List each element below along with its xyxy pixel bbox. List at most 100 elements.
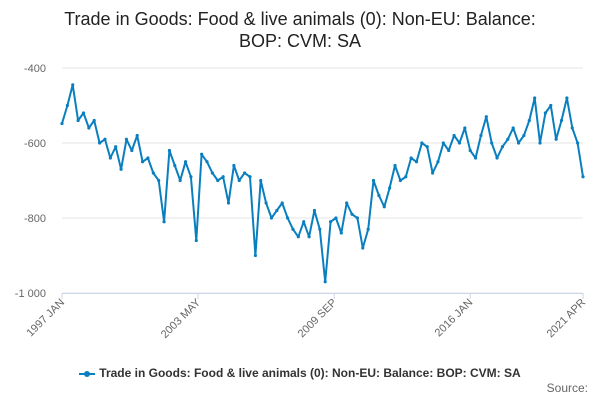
data-point	[275, 208, 279, 213]
data-point	[334, 216, 338, 220]
data-point	[264, 201, 268, 205]
data-point	[366, 227, 370, 231]
data-point	[355, 216, 360, 220]
series-line	[61, 83, 584, 283]
data-point	[253, 253, 257, 258]
data-point	[130, 148, 134, 153]
legend-swatch	[79, 370, 96, 377]
data-point	[490, 141, 494, 145]
data-point	[463, 126, 467, 130]
data-point	[479, 133, 483, 138]
data-point	[307, 235, 311, 239]
data-point	[200, 152, 204, 156]
data-point	[377, 193, 381, 198]
chart-title: Trade in Goods: Food & live animals (0):…	[40, 8, 560, 52]
data-point	[216, 178, 220, 183]
data-point	[151, 171, 155, 175]
data-point	[124, 137, 129, 141]
data-point	[87, 126, 91, 130]
data-point	[65, 103, 69, 108]
data-point	[457, 141, 462, 145]
data-point	[194, 238, 198, 243]
data-point	[409, 156, 413, 160]
data-point	[114, 145, 118, 149]
data-point	[269, 216, 274, 220]
data-point	[527, 118, 531, 123]
data-point	[183, 160, 188, 164]
data-point	[511, 126, 515, 130]
data-point	[328, 220, 333, 224]
y-tick-label: -600	[24, 138, 46, 150]
data-point	[516, 141, 521, 145]
data-point	[522, 133, 526, 138]
data-point	[226, 201, 231, 205]
data-point	[318, 227, 322, 231]
data-point	[81, 111, 86, 115]
data-point	[312, 208, 317, 213]
data-point	[173, 163, 177, 168]
data-point	[60, 121, 64, 126]
data-point	[431, 171, 435, 175]
data-point	[189, 175, 193, 179]
data-point	[162, 220, 166, 224]
data-point	[259, 178, 263, 183]
y-tick-label: -400	[24, 63, 46, 75]
data-point	[576, 141, 580, 145]
data-point	[135, 133, 139, 138]
data-point	[581, 175, 585, 179]
source-label: Source:	[546, 381, 588, 395]
y-tick-label: -1 000	[15, 288, 46, 300]
data-point	[554, 137, 558, 141]
data-point	[205, 160, 209, 164]
data-point	[76, 118, 80, 123]
data-point	[388, 186, 392, 190]
data-point	[285, 216, 290, 220]
data-point	[210, 171, 214, 175]
data-point	[441, 141, 445, 145]
data-point	[108, 156, 112, 160]
data-point	[495, 156, 499, 160]
data-point	[103, 137, 107, 141]
data-point	[393, 163, 397, 168]
legend[interactable]: Trade in Goods: Food & live animals (0):…	[0, 366, 600, 380]
data-point	[559, 118, 564, 123]
data-point	[500, 145, 505, 149]
data-point	[302, 220, 306, 224]
data-point	[484, 115, 488, 119]
chart-title-line-2: BOP: CVM: SA	[238, 31, 362, 51]
data-point	[350, 212, 354, 216]
data-point	[398, 178, 402, 183]
data-point	[243, 171, 247, 175]
data-point	[71, 83, 75, 87]
x-tick-label: 2021 APR	[545, 297, 589, 341]
data-point	[538, 141, 542, 145]
data-point	[323, 280, 327, 284]
data-point	[404, 175, 408, 179]
data-point	[92, 118, 96, 123]
data-point	[280, 201, 284, 205]
data-point	[248, 175, 252, 179]
chart-title-line-1: Trade in Goods: Food & live animals (0):…	[64, 9, 536, 29]
data-point	[167, 148, 172, 153]
data-point	[543, 111, 548, 115]
legend-label: Trade in Goods: Food & live animals (0):…	[99, 366, 521, 380]
data-point	[140, 160, 145, 164]
data-point	[119, 167, 123, 171]
data-point	[237, 178, 241, 183]
data-point	[447, 148, 451, 153]
data-point	[533, 96, 537, 100]
data-point	[339, 231, 343, 235]
data-point	[506, 137, 510, 141]
data-point	[361, 246, 365, 250]
data-point	[296, 235, 300, 239]
data-point	[232, 163, 236, 168]
series-layer	[60, 83, 585, 284]
data-point	[345, 201, 349, 205]
data-point	[146, 156, 150, 160]
data-point	[382, 205, 386, 209]
x-tick-label: 2016 JAN	[433, 297, 476, 340]
data-point	[468, 148, 472, 153]
x-tick-label: 2009 SEP	[296, 297, 340, 341]
